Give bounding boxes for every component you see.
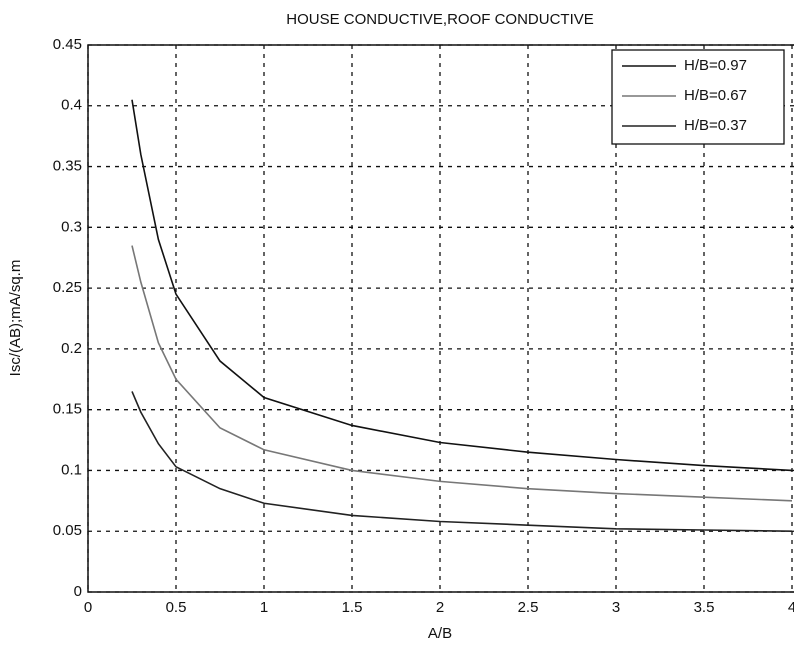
x-tick-label: 0: [84, 599, 92, 616]
y-tick-label: 0.1: [61, 461, 82, 478]
y-tick-label: 0: [74, 583, 82, 600]
x-tick-label: 2.5: [518, 599, 539, 616]
series-line: [131, 99, 793, 472]
x-tick-label: 1.5: [342, 599, 363, 616]
y-tick-label: 0.15: [53, 401, 82, 418]
y-tick-label: 0.25: [53, 279, 82, 296]
series-line: [131, 391, 793, 533]
y-tick-label: 0.35: [53, 158, 82, 175]
x-tick-label: 3: [612, 599, 620, 616]
legend-label: H/B=0.37: [684, 117, 747, 134]
x-tick-label: 0.5: [166, 599, 187, 616]
y-axis-label: Isc/(AB);mA/sq.m: [7, 260, 24, 377]
legend-label: H/B=0.97: [684, 57, 747, 74]
y-tick-label: 0.3: [61, 218, 82, 235]
x-tick-label: 1: [260, 599, 268, 616]
y-tick-label: 0.2: [61, 340, 82, 357]
x-tick-label: 4: [788, 599, 794, 616]
axes-frame: [87, 44, 794, 593]
y-tick-label: 0.4: [61, 97, 82, 114]
series-line: [131, 245, 793, 502]
y-tick-label: 0.05: [53, 522, 82, 539]
x-tick-label: 3.5: [694, 599, 715, 616]
legend-label: H/B=0.67: [684, 87, 747, 104]
chart-title: HOUSE CONDUCTIVE,ROOF CONDUCTIVE: [286, 11, 594, 28]
x-tick-label: 2: [436, 599, 444, 616]
y-tick-label: 0.45: [53, 36, 82, 53]
x-axis-label: A/B: [428, 625, 452, 642]
